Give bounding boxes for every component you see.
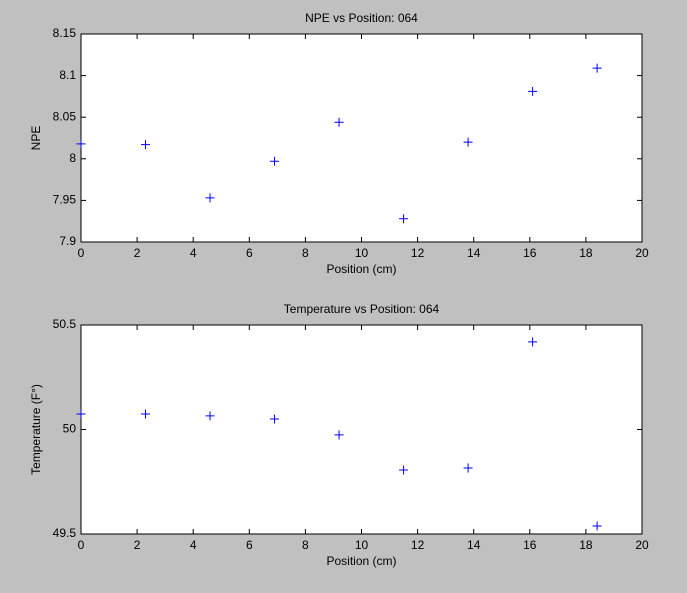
x-tick-label: 14 [467, 246, 481, 260]
x-axis-label: Position (cm) [326, 262, 396, 276]
data-point [528, 337, 538, 347]
x-tick-label: 12 [411, 538, 425, 552]
y-axis-label: Temperature (F°) [29, 384, 43, 475]
data-point [399, 214, 409, 224]
data-point [141, 140, 151, 150]
data-point [270, 414, 280, 424]
x-tick-label: 20 [635, 246, 649, 260]
y-tick-label: 8.1 [59, 68, 76, 82]
x-tick-label: 16 [523, 246, 537, 260]
data-point [334, 117, 344, 127]
x-tick-label: 18 [579, 538, 593, 552]
data-point [76, 139, 86, 149]
data-point [141, 409, 151, 419]
x-tick-label: 8 [302, 246, 309, 260]
data-point [76, 409, 86, 419]
y-tick-label: 8.05 [53, 109, 77, 123]
y-tick-label: 8.15 [53, 26, 77, 40]
plot-area [80, 324, 643, 535]
x-tick-label: 2 [134, 538, 141, 552]
x-tick-label: 2 [134, 246, 141, 260]
chart-title: Temperature vs Position: 064 [284, 302, 440, 316]
x-tick-label: 0 [78, 246, 85, 260]
data-point [334, 430, 344, 440]
x-tick-label: 0 [78, 538, 85, 552]
x-tick-label: 6 [246, 538, 253, 552]
x-tick-label: 4 [190, 246, 197, 260]
data-point [592, 521, 602, 531]
y-tick-label: 7.9 [59, 234, 76, 248]
x-tick-label: 10 [355, 538, 369, 552]
x-tick-label: 10 [355, 246, 369, 260]
chart-title: NPE vs Position: 064 [305, 11, 418, 25]
y-tick-label: 50.5 [53, 317, 77, 331]
data-point [399, 465, 409, 475]
x-tick-label: 8 [302, 538, 309, 552]
x-tick-label: 6 [246, 246, 253, 260]
plot-area [80, 33, 643, 243]
data-point [270, 156, 280, 166]
x-tick-label: 4 [190, 538, 197, 552]
data-point [205, 411, 215, 421]
data-point [463, 137, 473, 147]
x-tick-label: 12 [411, 246, 425, 260]
x-tick-label: 14 [467, 538, 481, 552]
data-point [205, 193, 215, 203]
x-tick-label: 20 [635, 538, 649, 552]
y-tick-label: 50 [63, 422, 77, 436]
data-point [592, 63, 602, 73]
y-tick-label: 7.95 [53, 193, 77, 207]
x-tick-label: 18 [579, 246, 593, 260]
data-point [463, 463, 473, 473]
y-axis-label: NPE [29, 126, 43, 151]
data-point [528, 86, 538, 96]
x-tick-label: 16 [523, 538, 537, 552]
y-tick-label: 49.5 [53, 526, 77, 540]
x-axis-label: Position (cm) [326, 554, 396, 568]
y-tick-label: 8 [69, 151, 76, 165]
